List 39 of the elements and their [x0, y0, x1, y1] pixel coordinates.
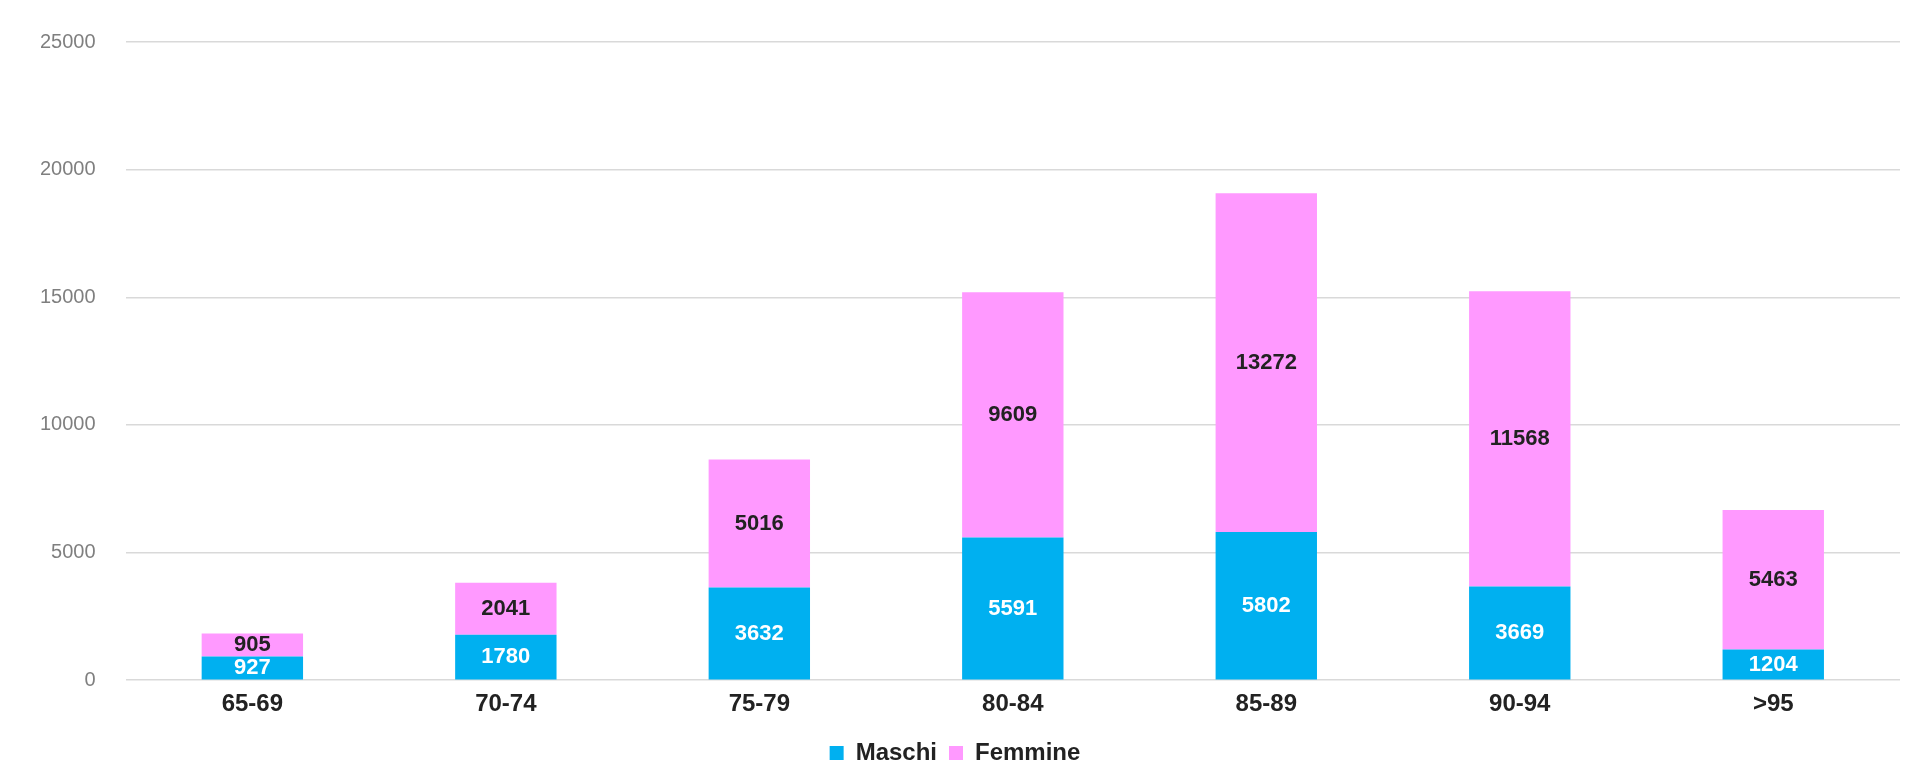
data-label: 5463 [1748, 565, 1798, 591]
data-label: 1204 [1748, 650, 1799, 676]
y-tick-label: 15000 [39, 284, 96, 307]
bar [1469, 291, 1571, 587]
data-label: 905 [234, 631, 271, 657]
y-tick-label: 0 [84, 667, 96, 690]
bar [962, 537, 1064, 680]
bar [1215, 193, 1317, 533]
x-tick-label: 80-84 [982, 689, 1045, 717]
data-label: 3669 [1495, 619, 1545, 645]
bar [1215, 532, 1317, 680]
data-label: 5016 [734, 509, 784, 535]
bar [1722, 510, 1824, 650]
data-label: 5802 [1241, 591, 1291, 617]
bar [455, 582, 557, 635]
legend-label: Maschi [855, 737, 938, 765]
y-tick-label: 5000 [51, 540, 96, 563]
bar [962, 292, 1064, 538]
data-label: 1780 [481, 643, 531, 669]
x-tick-label: 65-69 [221, 689, 284, 717]
y-tick-label: 20000 [39, 157, 96, 180]
legend-label: Femmine [975, 737, 1081, 765]
data-label: 3632 [734, 619, 784, 645]
data-label: 5591 [988, 594, 1038, 620]
x-tick-label: 75-79 [728, 689, 791, 717]
x-tick-label: >95 [1752, 689, 1794, 717]
y-tick-label: 10000 [39, 412, 96, 435]
y-tick-label: 25000 [39, 29, 96, 52]
bar [708, 587, 811, 680]
x-tick-label: 85-89 [1235, 689, 1297, 717]
data-label: 2041 [481, 594, 531, 620]
data-label: 9609 [988, 400, 1038, 426]
data-label: 11568 [1489, 424, 1550, 450]
x-tick-label: 70-74 [475, 689, 538, 717]
data-label: 13272 [1235, 348, 1297, 374]
bar [708, 459, 811, 588]
x-tick-label: 90-94 [1489, 689, 1552, 717]
data-label: 927 [234, 654, 271, 680]
bar [1469, 586, 1571, 680]
